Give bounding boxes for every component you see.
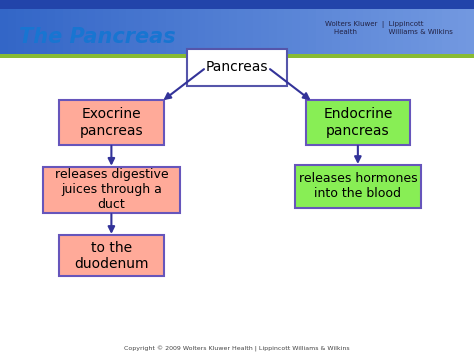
FancyBboxPatch shape bbox=[340, 0, 348, 55]
FancyBboxPatch shape bbox=[0, 54, 474, 58]
FancyBboxPatch shape bbox=[308, 0, 317, 55]
FancyBboxPatch shape bbox=[32, 0, 40, 55]
FancyBboxPatch shape bbox=[419, 0, 427, 55]
FancyBboxPatch shape bbox=[371, 0, 380, 55]
FancyBboxPatch shape bbox=[0, 0, 9, 55]
FancyBboxPatch shape bbox=[110, 0, 119, 55]
FancyBboxPatch shape bbox=[237, 0, 246, 55]
FancyBboxPatch shape bbox=[190, 0, 198, 55]
FancyBboxPatch shape bbox=[0, 0, 474, 9]
FancyBboxPatch shape bbox=[187, 49, 287, 86]
Text: releases digestive
juices through a
duct: releases digestive juices through a duct bbox=[55, 168, 168, 212]
FancyBboxPatch shape bbox=[43, 167, 180, 213]
FancyBboxPatch shape bbox=[158, 0, 166, 55]
Text: releases hormones
into the blood: releases hormones into the blood bbox=[299, 173, 417, 200]
FancyBboxPatch shape bbox=[39, 0, 48, 55]
FancyBboxPatch shape bbox=[306, 100, 410, 145]
FancyBboxPatch shape bbox=[79, 0, 87, 55]
FancyBboxPatch shape bbox=[182, 0, 190, 55]
FancyBboxPatch shape bbox=[198, 0, 206, 55]
Text: Pancreas: Pancreas bbox=[206, 60, 268, 75]
FancyBboxPatch shape bbox=[356, 0, 364, 55]
FancyBboxPatch shape bbox=[427, 0, 435, 55]
FancyBboxPatch shape bbox=[55, 0, 64, 55]
Text: Exocrine
pancreas: Exocrine pancreas bbox=[80, 107, 143, 138]
FancyBboxPatch shape bbox=[403, 0, 411, 55]
Text: Wolters Kluwer  |  Lippincott
    Health              Williams & Wilkins: Wolters Kluwer | Lippincott Health Willi… bbox=[325, 21, 453, 36]
FancyBboxPatch shape bbox=[316, 0, 324, 55]
FancyBboxPatch shape bbox=[166, 0, 174, 55]
FancyBboxPatch shape bbox=[59, 235, 164, 276]
FancyBboxPatch shape bbox=[276, 0, 285, 55]
Text: Copyright © 2009 Wolters Kluwer Health | Lippincott Williams & Wilkins: Copyright © 2009 Wolters Kluwer Health |… bbox=[124, 346, 350, 352]
FancyBboxPatch shape bbox=[269, 0, 277, 55]
FancyBboxPatch shape bbox=[47, 0, 56, 55]
FancyBboxPatch shape bbox=[127, 0, 135, 55]
FancyBboxPatch shape bbox=[387, 0, 395, 55]
FancyBboxPatch shape bbox=[395, 0, 403, 55]
FancyBboxPatch shape bbox=[332, 0, 340, 55]
FancyBboxPatch shape bbox=[261, 0, 269, 55]
FancyBboxPatch shape bbox=[442, 0, 451, 55]
FancyBboxPatch shape bbox=[253, 0, 261, 55]
FancyBboxPatch shape bbox=[95, 0, 103, 55]
FancyBboxPatch shape bbox=[229, 0, 237, 55]
Text: The Pancreas: The Pancreas bbox=[19, 27, 175, 47]
FancyBboxPatch shape bbox=[103, 0, 111, 55]
FancyBboxPatch shape bbox=[245, 0, 253, 55]
Text: Endocrine
pancreas: Endocrine pancreas bbox=[323, 107, 392, 138]
FancyBboxPatch shape bbox=[134, 0, 143, 55]
FancyBboxPatch shape bbox=[16, 0, 24, 55]
FancyBboxPatch shape bbox=[87, 0, 95, 55]
FancyBboxPatch shape bbox=[0, 57, 474, 343]
FancyBboxPatch shape bbox=[300, 0, 309, 55]
Text: to the
duodenum: to the duodenum bbox=[74, 240, 149, 271]
FancyBboxPatch shape bbox=[8, 0, 16, 55]
FancyBboxPatch shape bbox=[324, 0, 332, 55]
FancyBboxPatch shape bbox=[295, 165, 420, 208]
FancyBboxPatch shape bbox=[63, 0, 72, 55]
FancyBboxPatch shape bbox=[213, 0, 222, 55]
FancyBboxPatch shape bbox=[292, 0, 301, 55]
FancyBboxPatch shape bbox=[284, 0, 293, 55]
FancyBboxPatch shape bbox=[142, 0, 151, 55]
FancyBboxPatch shape bbox=[174, 0, 182, 55]
FancyBboxPatch shape bbox=[347, 0, 356, 55]
FancyBboxPatch shape bbox=[435, 0, 443, 55]
FancyBboxPatch shape bbox=[24, 0, 32, 55]
FancyBboxPatch shape bbox=[71, 0, 80, 55]
FancyBboxPatch shape bbox=[118, 0, 127, 55]
FancyBboxPatch shape bbox=[205, 0, 214, 55]
FancyBboxPatch shape bbox=[379, 0, 388, 55]
FancyBboxPatch shape bbox=[221, 0, 229, 55]
FancyBboxPatch shape bbox=[59, 100, 164, 145]
FancyBboxPatch shape bbox=[450, 0, 459, 55]
FancyBboxPatch shape bbox=[150, 0, 158, 55]
FancyBboxPatch shape bbox=[411, 0, 419, 55]
FancyBboxPatch shape bbox=[458, 0, 466, 55]
FancyBboxPatch shape bbox=[364, 0, 372, 55]
FancyBboxPatch shape bbox=[466, 0, 474, 55]
